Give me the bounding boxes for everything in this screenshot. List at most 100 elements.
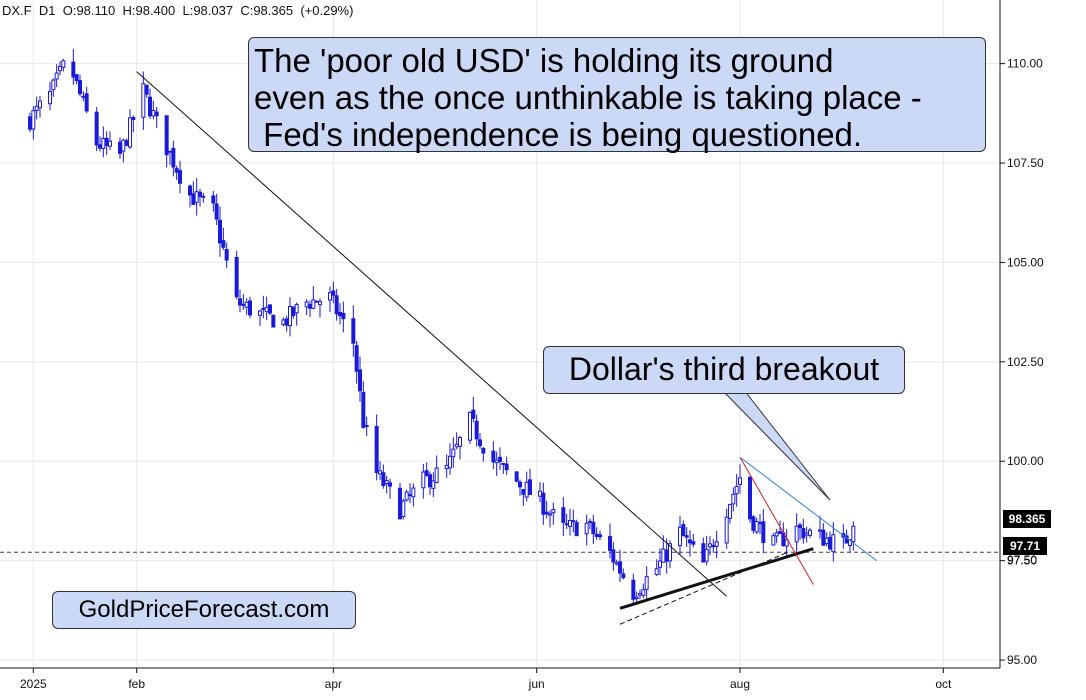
candle-body: [58, 65, 62, 72]
price-axis: 95.00 97.50 100.00 102.50 105.00 107.50 110.00: [1000, 57, 1044, 667]
candle-body: [538, 490, 542, 497]
candle-body: [224, 248, 229, 261]
candle-body: [148, 96, 152, 117]
candle-body: [711, 544, 716, 548]
candle-body: [241, 303, 246, 306]
candle-body: [171, 147, 176, 168]
black-trend-line: [136, 71, 727, 597]
candle-body: [571, 520, 576, 523]
candle-body: [291, 306, 296, 317]
candle-body: [638, 593, 642, 596]
candle-body: [701, 543, 706, 563]
candle-body: [661, 548, 666, 563]
candle-body: [471, 409, 476, 419]
candle-body: [574, 521, 579, 537]
candle-body: [478, 439, 482, 447]
candle-body: [84, 93, 89, 112]
candle-body: [34, 105, 39, 111]
candle-body: [191, 193, 196, 205]
candle-body: [104, 137, 109, 147]
candle-body: [824, 537, 829, 544]
candle-body: [194, 191, 199, 203]
candle-body: [808, 529, 812, 536]
candle-body: [731, 493, 736, 505]
low-value: L:98.037: [182, 3, 234, 18]
candle-body: [78, 80, 82, 95]
candle-body: [261, 307, 266, 310]
trend-lines: [136, 71, 877, 625]
candle-body: [381, 472, 386, 486]
candle-body: [424, 470, 429, 476]
candle-body: [784, 539, 789, 547]
candle-body: [771, 535, 776, 546]
candle-body: [331, 290, 336, 296]
candle-body: [378, 470, 382, 475]
candlestick-series: [28, 49, 856, 605]
candle-body: [521, 489, 526, 495]
candle-body: [428, 474, 432, 488]
candle-body: [28, 116, 32, 130]
candle-body: [311, 299, 316, 309]
candle-body: [101, 137, 106, 149]
candle-body: [481, 447, 486, 454]
candle-body: [608, 535, 612, 551]
blue-trend-line: [739, 456, 877, 562]
candle-body: [51, 79, 56, 91]
candle-body: [94, 111, 99, 146]
candle-body: [631, 579, 636, 600]
candle-body: [338, 311, 342, 317]
candle-body: [798, 524, 802, 529]
candle-body: [304, 301, 309, 308]
x-tick-label: aug: [730, 677, 750, 691]
candle-body: [568, 519, 572, 527]
candle-body: [141, 83, 146, 118]
candle-body: [724, 516, 729, 544]
candle-body: [351, 318, 356, 344]
candle-body: [454, 443, 459, 448]
black-trend-line: [619, 552, 787, 625]
candle-body: [474, 420, 479, 440]
high-value: H:98.400: [122, 3, 176, 18]
candle-body: [451, 448, 456, 458]
y-tick-label: 95.00: [1007, 653, 1037, 667]
candle-body: [314, 300, 319, 303]
candle-body: [174, 168, 179, 173]
timeframe-label: D1: [38, 3, 56, 18]
candle-body: [384, 480, 389, 485]
candle-body: [544, 511, 549, 515]
y-tick-label: 110.00: [1007, 57, 1043, 71]
candle-body: [658, 560, 662, 568]
y-tick-label: 97.50: [1007, 554, 1037, 568]
candle-body: [281, 319, 286, 325]
candle-body: [374, 425, 379, 473]
x-tick-label: 2025: [20, 677, 47, 691]
support-price-tag-bg: [1003, 537, 1047, 555]
candle-body: [151, 110, 156, 117]
candle-body: [398, 487, 402, 520]
last-price-tag-bg: [1003, 510, 1051, 528]
candle-body: [591, 521, 596, 535]
candle-body: [358, 369, 362, 392]
main-callout-line-1: The 'poor old USD' is holding its ground: [254, 42, 834, 79]
candle-body: [851, 525, 856, 543]
candle-body: [828, 536, 832, 550]
candle-body: [818, 529, 822, 532]
candle-body: [734, 485, 739, 495]
candle-body: [778, 531, 782, 535]
candle-body: [588, 520, 592, 523]
main-callout: The 'poor old USD' is holding its ground…: [248, 37, 986, 153]
candle-body: [618, 561, 622, 574]
candle-body: [431, 480, 436, 489]
candle-body: [514, 471, 519, 482]
y-tick-label: 107.50: [1007, 156, 1044, 170]
main-callout-line-3: Fed's independence is being questioned.: [254, 116, 863, 153]
candle-body: [244, 301, 249, 308]
candle-body: [341, 312, 346, 320]
candle-body: [611, 549, 616, 563]
candle-body: [131, 116, 136, 121]
y-tick-label: 100.00: [1007, 454, 1044, 468]
candle-body: [794, 525, 799, 543]
x-tick-label: feb: [128, 677, 145, 691]
candle-body: [501, 462, 506, 465]
black-trend-line: [619, 547, 814, 610]
